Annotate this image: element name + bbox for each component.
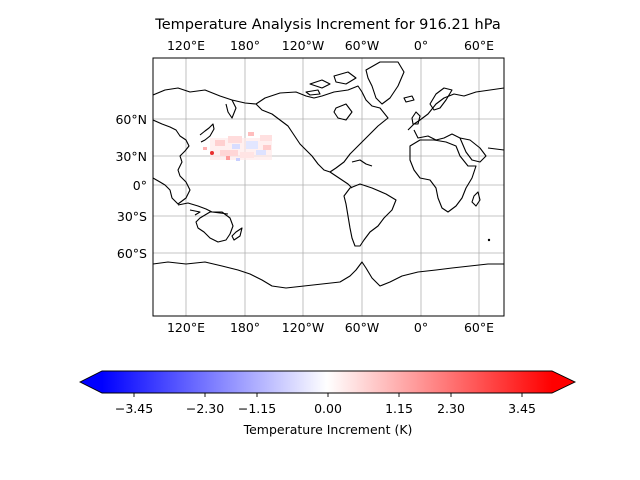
colorbar-tick-label: 3.45	[508, 401, 536, 416]
increment-hotspot	[210, 151, 214, 155]
colorbar-tick-label: 1.15	[385, 401, 413, 416]
colorbar-gradient	[102, 371, 552, 393]
lon-tick-top: 0°	[414, 38, 428, 53]
lat-tick: 0°	[133, 178, 147, 193]
lat-ticks: 60°N 30°N 0° 30°S 60°S	[115, 112, 147, 261]
gridlines	[153, 58, 504, 316]
lon-tick-top: 60°W	[345, 38, 380, 53]
lon-tick-bottom: 120°E	[167, 320, 205, 335]
coast-arctic-islands	[305, 71, 357, 96]
lon-ticks-top: 120°E 180° 120°W 60°W 0° 60°E	[167, 38, 494, 53]
coast-australia	[195, 211, 234, 243]
colorbar-extend-low	[80, 371, 102, 393]
lat-tick: 30°N	[115, 149, 147, 164]
lat-tick: 60°N	[115, 112, 147, 127]
map-frame	[152, 57, 505, 317]
coast-north-america	[255, 85, 389, 173]
coast-central-america	[329, 159, 373, 189]
lat-tick: 60°S	[117, 246, 147, 261]
lon-tick-top: 60°E	[464, 38, 494, 53]
colorbar: −3.45 −2.30 −1.15 0.00 1.15 2.30 3.45 Te…	[78, 370, 577, 437]
increment-field	[203, 132, 272, 161]
lon-tick-top: 120°W	[282, 38, 324, 53]
lon-tick-bottom: 60°W	[345, 320, 380, 335]
coast-hudson-bay	[333, 103, 353, 121]
map-panel	[152, 57, 505, 317]
coast-japan	[199, 123, 215, 143]
colorbar-tick-labels: −3.45 −2.30 −1.15 0.00 1.15 2.30 3.45	[115, 401, 536, 416]
lon-tick-bottom: 180°	[230, 320, 260, 335]
coast-scandinavia	[429, 87, 453, 111]
coast-uk	[411, 111, 421, 125]
lon-tick-bottom: 120°W	[282, 320, 324, 335]
coast-asia	[153, 87, 257, 205]
map-title: Temperature Analysis Increment for 916.2…	[154, 17, 500, 33]
coast-kerguelen	[487, 238, 491, 242]
coast-south-america	[343, 183, 397, 247]
coast-new-zealand	[231, 227, 243, 241]
colorbar-tick-label: −3.45	[115, 401, 153, 416]
coast-indonesia	[177, 202, 229, 216]
colorbar-label: Temperature Increment (K)	[243, 422, 413, 437]
lon-tick-bottom: 60°E	[464, 320, 494, 335]
lon-tick-bottom: 0°	[414, 320, 428, 335]
lat-tick: 30°S	[117, 209, 147, 224]
coast-iceland	[403, 95, 415, 103]
coast-middle-east	[459, 137, 504, 163]
coastlines	[153, 61, 504, 289]
colorbar-tick-label: 2.30	[437, 401, 465, 416]
coast-madagascar	[471, 191, 481, 207]
colorbar-tick-marks	[133, 393, 523, 397]
lon-tick-top: 120°E	[167, 38, 205, 53]
colorbar-tick-label: −1.15	[238, 401, 276, 416]
coast-antarctica	[153, 261, 504, 289]
coast-africa	[409, 139, 477, 213]
lon-tick-top: 180°	[230, 38, 260, 53]
colorbar-tick-label: 0.00	[314, 401, 342, 416]
colorbar-outline	[78, 370, 577, 394]
lon-ticks-bottom: 120°E 180° 120°W 60°W 0° 60°E	[167, 320, 494, 335]
coast-kamchatka	[225, 99, 237, 119]
coast-greenland	[365, 61, 405, 105]
colorbar-extend-high	[552, 371, 575, 393]
colorbar-tick-label: −2.30	[186, 401, 224, 416]
